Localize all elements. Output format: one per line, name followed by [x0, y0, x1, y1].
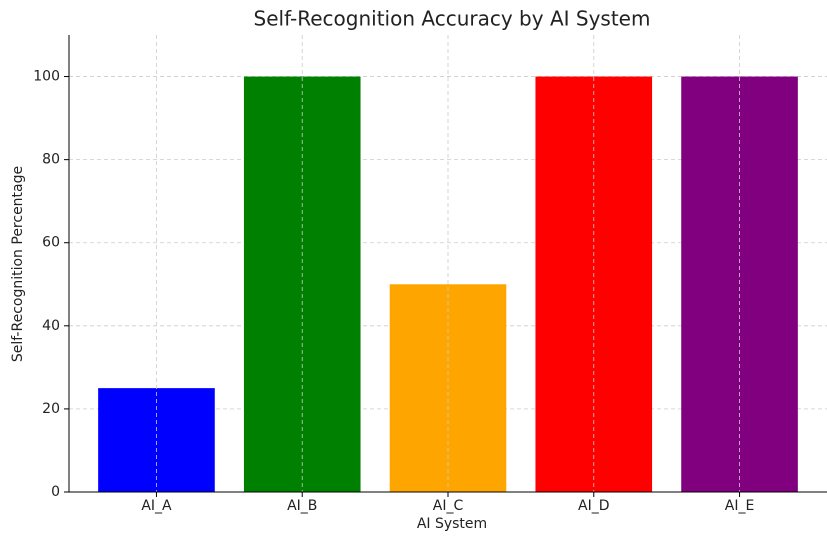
y-tick-label: 0: [51, 484, 60, 500]
y-tick-label: 20: [42, 401, 60, 417]
y-tick-label: 40: [42, 318, 60, 334]
y-axis-label: Self-Recognition Percentage: [10, 166, 26, 362]
x-tick-label: AI_D: [578, 498, 610, 514]
x-tick-label: AI_E: [725, 498, 755, 514]
bar: [98, 388, 215, 492]
y-tick-label: 80: [42, 152, 60, 168]
y-tick-label: 100: [33, 69, 60, 85]
y-tick-label: 60: [42, 235, 60, 251]
chart-title: Self-Recognition Accuracy by AI System: [254, 7, 651, 31]
x-axis-label: AI System: [417, 516, 487, 532]
x-tick-label: AI_A: [141, 498, 172, 514]
x-tick-label: AI_B: [287, 498, 317, 514]
x-tick-label: AI_C: [433, 498, 464, 514]
